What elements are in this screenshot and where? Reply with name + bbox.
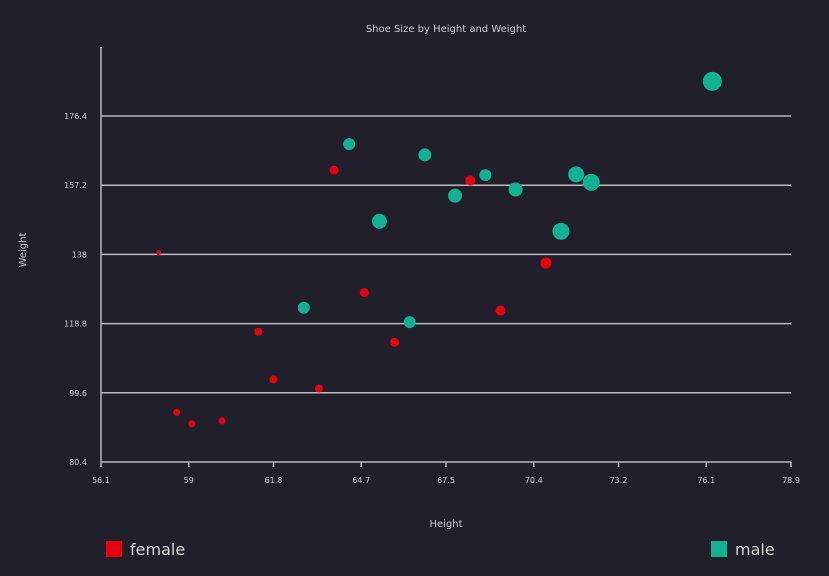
point-female — [156, 250, 161, 256]
legend-label-female: female — [130, 539, 186, 559]
point-female — [269, 375, 278, 384]
y-tick-label: 99.6 — [69, 389, 87, 398]
legend-swatch-female — [106, 541, 122, 557]
point-male — [508, 182, 523, 197]
y-tick-label: 157.2 — [64, 181, 87, 190]
x-tick-label: 73.2 — [610, 476, 628, 485]
point-female — [329, 165, 339, 175]
legend-label-male: male — [735, 539, 775, 559]
x-tick-label: 64.7 — [352, 476, 370, 485]
point-male — [582, 173, 600, 191]
legend-swatch-male — [711, 541, 727, 557]
point-female — [359, 288, 369, 298]
legend-item-female[interactable]: female — [106, 538, 185, 560]
point-male — [702, 71, 722, 91]
x-tick-label: 78.9 — [782, 476, 800, 485]
point-female — [188, 420, 196, 428]
point-male — [479, 169, 492, 182]
grid-layer — [101, 115, 791, 394]
point-male — [371, 213, 387, 229]
point-female — [314, 384, 323, 393]
point-male — [403, 316, 416, 329]
x-tick-label: 56.1 — [92, 476, 110, 485]
point-male — [343, 138, 356, 151]
point-male — [448, 188, 463, 203]
point-female — [540, 257, 552, 269]
y-tick-label: 118.8 — [64, 320, 87, 329]
y-tick-label: 80.4 — [69, 458, 87, 467]
y-tick-label: 138 — [72, 250, 87, 259]
point-layer — [156, 71, 722, 428]
point-female — [173, 408, 181, 416]
x-tick-label: 76.1 — [697, 476, 715, 485]
point-male — [418, 148, 432, 162]
point-female — [390, 337, 400, 347]
y-axis-label: Weight — [18, 233, 29, 268]
point-male — [552, 222, 570, 240]
point-male — [568, 166, 585, 183]
chart-title: Shoe Size by Height and Weight — [366, 24, 526, 35]
point-female — [465, 175, 476, 186]
x-tick-label: 61.8 — [265, 476, 283, 485]
x-tick-label: 70.4 — [525, 476, 543, 485]
y-tick-label: 176.4 — [64, 112, 87, 121]
x-tick-label: 67.5 — [437, 476, 455, 485]
point-female — [254, 327, 263, 336]
x-axis-label: Height — [429, 519, 462, 530]
point-female — [495, 305, 506, 316]
axis-layer: 80.4 99.6 118.8 138 157.2 176.4 56.1 59 61.8 64.7… — [64, 47, 800, 485]
x-tick-label: 59 — [184, 476, 194, 485]
point-male — [297, 301, 310, 314]
legend-item-male[interactable]: male — [711, 538, 775, 560]
point-female — [218, 417, 226, 425]
